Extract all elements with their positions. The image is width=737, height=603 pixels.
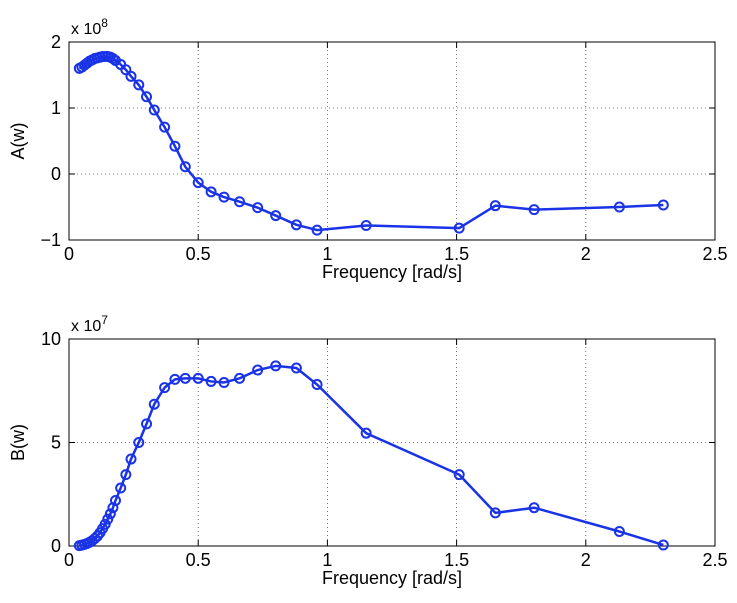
data-point [218,376,230,388]
chart-panel-2: 0 0.5 1 1.5 2 2.5 0 5 10 x 107 Frequency [rad/s] B(… [8,313,728,588]
data-point [234,372,246,384]
data-point [133,79,145,91]
data-point [489,507,501,519]
series-line [78,55,664,232]
y-tick-label: 10 [41,329,61,349]
data-point [613,526,625,538]
data-point [120,64,132,76]
data-point [453,222,465,234]
x-tick-label: 2 [581,244,591,264]
y-tick-label: −1 [40,230,61,250]
data-point [218,191,230,203]
data-point [179,372,191,384]
data-point [159,382,171,394]
data-point [311,224,323,236]
y-tick-label: 0 [51,164,61,184]
data-point [528,204,540,216]
data-point [125,70,137,82]
y-axis-label: B(w) [8,424,28,461]
data-point [290,362,302,374]
y-exponent-power: 7 [101,313,108,327]
y-axis-label: A(w) [8,123,28,160]
data-point [148,398,160,410]
data-point [252,202,264,214]
data-point [360,427,372,439]
axes-frame [68,41,716,241]
data-point [107,53,119,64]
data-point [205,186,217,198]
x-tick-label: 0.5 [186,550,211,570]
x-tick-label: 2.5 [702,244,727,264]
y-exponent-label: x 108 [71,16,108,38]
data-point [104,508,116,520]
data-point [169,373,181,385]
data-point [120,469,132,481]
y-tick-label: 0 [51,536,61,556]
data-point [613,201,625,213]
data-point [110,494,122,506]
data-point [125,453,137,465]
data-point [148,104,160,116]
data-point [141,418,153,430]
x-tick-label: 0.5 [186,244,211,264]
data-point [205,375,217,387]
data-point [102,513,114,525]
x-tick-label: 2.5 [702,550,727,570]
y-tick-label: 5 [51,433,61,453]
x-axis-label: Frequency [rad/s] [322,262,462,282]
x-axis-label: Frequency [rad/s] [322,568,462,588]
data-point [252,364,264,376]
data-point [290,219,302,231]
data-point [270,210,282,222]
series-line [79,364,664,547]
data-point [234,196,246,208]
x-tick-label: 1 [322,244,332,264]
data-point [192,177,204,189]
data-point [489,200,501,212]
data-point [657,539,669,551]
y-tick-label: 1 [51,98,61,118]
x-tick-label: 1.5 [444,550,469,570]
data-point [133,437,145,448]
data-point [453,469,465,481]
data-point [360,219,372,231]
x-tick-label: 1 [322,550,332,570]
data-point [179,161,191,173]
data-point [192,372,204,384]
x-tick-label: 0 [64,244,74,264]
data-point [141,91,153,103]
x-tick-label: 2 [581,550,591,570]
x-tick-label: 0 [64,550,74,570]
data-point [311,379,323,391]
y-exponent-label: x 107 [71,313,108,335]
data-point [159,121,171,133]
data-point [99,518,111,530]
x-tick-label: 1.5 [444,244,469,264]
y-tick-label: 2 [51,32,61,52]
data-point [657,199,669,211]
data-point [115,482,127,494]
data-point [270,360,282,372]
y-exponent-power: 8 [101,16,108,30]
data-point [169,140,181,152]
data-point [528,502,540,514]
